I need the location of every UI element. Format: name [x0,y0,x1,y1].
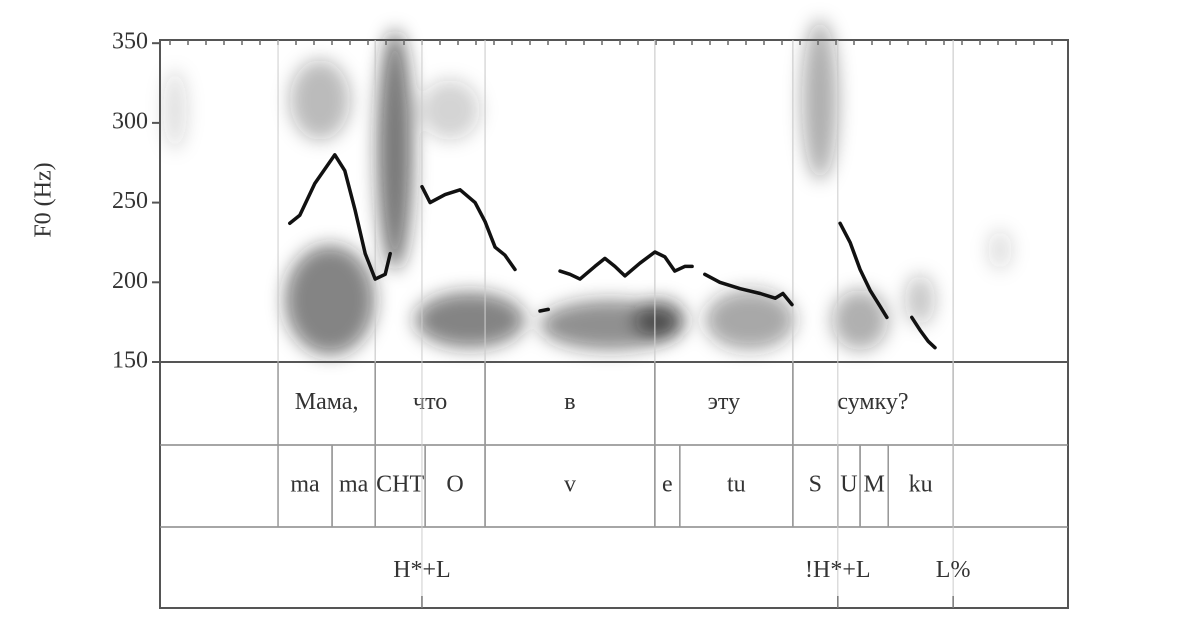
interval-label: M [863,472,884,498]
interval-label: ku [909,472,933,498]
y-tick-label: 300 [112,108,148,134]
interval-label: ma [339,472,369,498]
point-label: H*+L [393,557,451,583]
interval-label: CHT [376,472,424,498]
interval-label: O [446,472,463,498]
interval-label: tu [727,472,746,498]
point-label: L% [936,557,971,583]
interval-label: U [840,472,857,498]
y-axis-label: F0 (Hz) [31,162,57,237]
y-tick-label: 350 [112,29,148,55]
interval-label: Мама, [295,389,359,415]
point-label: !H*+L [805,557,871,583]
interval-label: эту [708,389,740,415]
interval-label: e [662,472,673,498]
y-tick-label: 150 [112,348,148,374]
y-tick-label: 250 [112,188,148,214]
interval-label: ma [290,472,320,498]
interval-label: сумку? [837,389,908,415]
y-tick-label: 200 [112,268,148,294]
f0-contour [288,153,937,350]
interval-label: что [413,389,447,415]
frame [159,39,1069,609]
interval-label: в [564,389,575,415]
interval-label: S [809,472,822,498]
interval-label: v [564,472,576,498]
spectrogram [163,20,1012,355]
